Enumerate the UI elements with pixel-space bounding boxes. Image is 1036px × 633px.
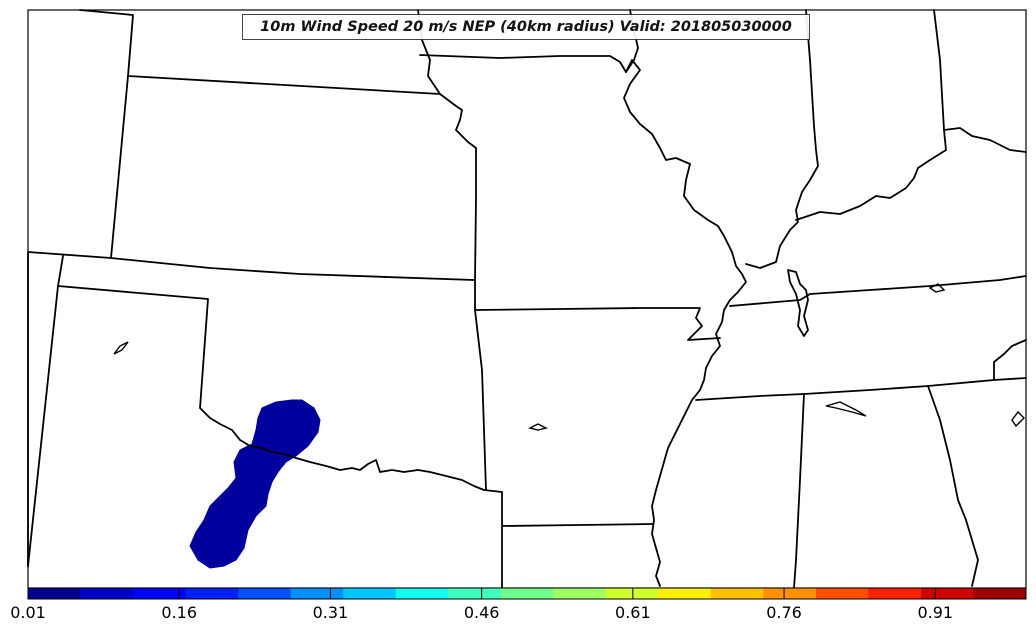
colorbar-segment — [973, 588, 1027, 599]
colorbar-segment — [80, 588, 134, 599]
colorbar-segment — [500, 588, 554, 599]
colorbar-segment — [448, 588, 502, 599]
state-boundaries — [27, 9, 1027, 589]
colorbar — [27, 587, 1027, 600]
colorbar-segment — [185, 588, 239, 599]
colorbar-segment — [290, 588, 344, 599]
colorbar-segment — [868, 588, 922, 599]
colorbar-segment — [710, 588, 764, 599]
colorbar-tick-label: 0.76 — [766, 603, 802, 622]
colorbar-segment — [815, 588, 869, 599]
colorbar-tick-label: 0.91 — [917, 603, 954, 622]
colorbar-segment — [28, 588, 82, 599]
colorbar-segment — [343, 588, 397, 599]
nep-probability-region — [189, 399, 321, 569]
colorbar-segment — [920, 588, 974, 599]
colorbar-tick-label: 0.16 — [161, 603, 198, 622]
colorbar-segment — [133, 588, 187, 599]
colorbar-segment — [553, 588, 607, 599]
colorbar-segment — [763, 588, 817, 599]
colorbar-segment — [238, 588, 292, 599]
map-title: 10m Wind Speed 20 m/s NEP (40km radius) … — [242, 14, 810, 40]
lakes — [113, 283, 1025, 431]
colorbar-tick-label: 0.31 — [312, 603, 349, 622]
colorbar-segment — [658, 588, 712, 599]
colorbar-tick-label: 0.01 — [10, 603, 46, 622]
colorbar-tick-label: 0.46 — [463, 603, 500, 622]
colorbar-segment — [605, 588, 659, 599]
colorbar-tick-label: 0.61 — [615, 603, 651, 622]
colorbar-segment — [395, 588, 449, 599]
